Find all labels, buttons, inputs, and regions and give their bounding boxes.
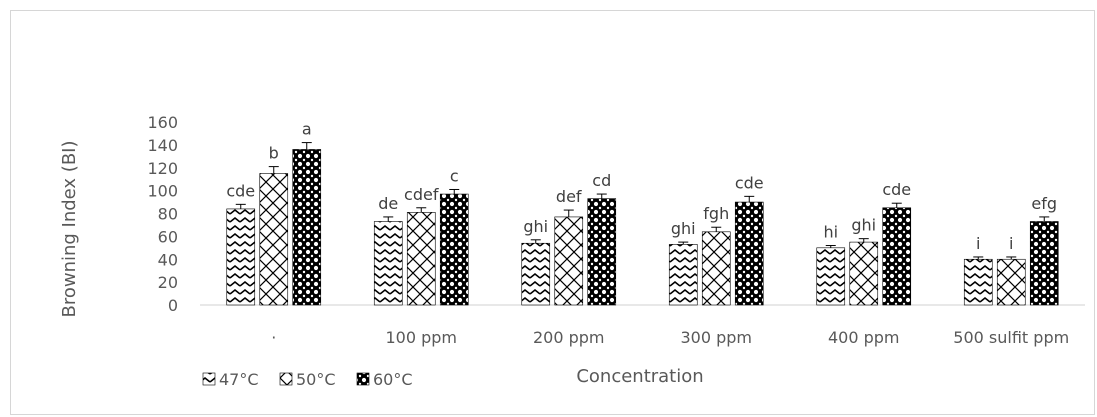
legend-swatch [202, 372, 216, 386]
bar [668, 244, 698, 306]
bar [587, 198, 617, 306]
chart-frame [10, 10, 1095, 415]
legend-label: 47°C [219, 370, 259, 389]
bar [439, 193, 469, 306]
y-tick-label: 80 [158, 205, 178, 224]
x-axis-title: Concentration [576, 366, 703, 387]
x-tick-label: 200 ppm [533, 328, 605, 347]
x-tick-label: 100 ppm [385, 328, 457, 347]
significance-label: cde [226, 181, 255, 200]
significance-label: a [302, 120, 312, 139]
bar [701, 231, 731, 306]
y-tick-label: 160 [147, 113, 178, 132]
x-tick-label: 300 ppm [680, 328, 752, 347]
significance-label: fgh [703, 204, 729, 223]
significance-label: ghi [523, 217, 548, 236]
y-tick-label: 0 [168, 296, 178, 315]
bar [849, 241, 879, 306]
bar [521, 242, 551, 306]
significance-label: i [1009, 234, 1013, 253]
bar [882, 207, 912, 306]
significance-label: de [378, 194, 398, 213]
significance-label: hi [823, 223, 838, 242]
bar [406, 212, 436, 306]
significance-label: cd [592, 171, 611, 190]
significance-label: b [269, 144, 279, 163]
y-tick-label: 140 [147, 136, 178, 155]
legend-swatch [356, 372, 370, 386]
significance-label: i [976, 234, 980, 253]
bar [292, 149, 322, 306]
significance-label: def [556, 187, 582, 206]
x-tick-label: · [271, 328, 276, 347]
bar [226, 208, 256, 306]
legend-item: 60°C [356, 370, 413, 389]
legend-label: 50°C [296, 370, 336, 389]
y-axis-title: Browning Index (BI) [59, 140, 80, 317]
legend-swatch [279, 372, 293, 386]
significance-label: c [450, 166, 459, 185]
legend: 47°C 50°C 60°C [202, 370, 413, 389]
significance-label: ghi [671, 219, 696, 238]
y-axis-ticks: 0 20 40 60 80 100 120 140 160 [147, 113, 178, 315]
bar-group: i i efg [963, 194, 1059, 306]
legend-label: 60°C [373, 370, 413, 389]
bar [734, 201, 764, 306]
bar [554, 216, 584, 306]
significance-label: cde [735, 173, 764, 192]
x-tick-label: 500 sulfit ppm [953, 328, 1069, 347]
significance-label: cde [882, 180, 911, 199]
y-tick-label: 40 [158, 250, 178, 269]
y-tick-label: 60 [158, 227, 178, 246]
x-tick-label: 400 ppm [828, 328, 900, 347]
bar [816, 247, 846, 306]
significance-label: cdef [404, 185, 439, 204]
legend-item: 47°C [202, 370, 259, 389]
x-axis-ticks: · 100 ppm 200 ppm 300 ppm 400 ppm 500 sulfit … [271, 328, 1069, 347]
significance-label: efg [1031, 194, 1057, 213]
bar [373, 221, 403, 306]
y-tick-label: 100 [147, 182, 178, 201]
y-tick-label: 20 [158, 273, 178, 292]
bar [996, 258, 1026, 306]
bar [1029, 221, 1059, 306]
y-tick-label: 120 [147, 159, 178, 178]
significance-label: ghi [851, 216, 876, 235]
bar [259, 173, 289, 306]
legend-item: 50°C [279, 370, 336, 389]
bar [963, 258, 993, 306]
